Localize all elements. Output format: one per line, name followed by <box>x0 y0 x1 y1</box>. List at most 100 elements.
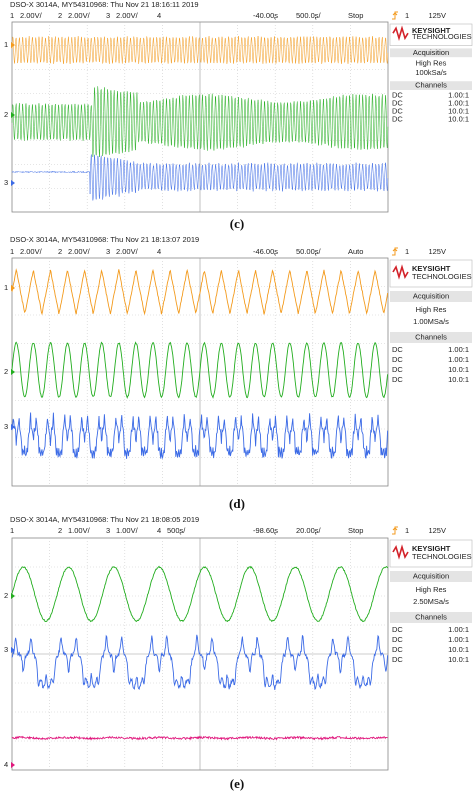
channel-marker: 1 <box>4 283 8 292</box>
channel-marker-arrow <box>11 285 15 291</box>
logo-wave <box>392 544 409 560</box>
brand: KEYSIGHT <box>412 264 451 273</box>
channel-number: 3 <box>106 11 110 20</box>
trigger-source: 1 <box>405 11 409 20</box>
trigger-edge <box>392 11 398 20</box>
acq-title: Acquisition <box>413 291 449 300</box>
brand-sub: TECHNOLOGIES <box>412 552 472 561</box>
acq-title: Acquisition <box>413 48 449 57</box>
channel-marker: 3 <box>4 178 8 187</box>
acq-mode: High Res <box>416 305 447 314</box>
section-bar <box>390 612 472 623</box>
channel-number: 1 <box>10 247 14 256</box>
trigger-level: 125V <box>428 11 446 20</box>
channel-marker: 4 <box>4 760 8 769</box>
acq-mode: High Res <box>416 59 447 68</box>
waveform <box>11 735 388 741</box>
waveform <box>11 35 389 65</box>
panel-label: (c) <box>230 216 244 231</box>
row-coupling: DC <box>392 345 403 354</box>
row-probe: 10.0:1 <box>448 107 469 116</box>
row-probe: 1.00:1 <box>448 91 469 100</box>
run-mode: Stop <box>348 526 363 535</box>
delay: -46.00ʂ <box>253 247 278 256</box>
trigger-edge <box>392 526 398 535</box>
trigger-source: 1 <box>405 247 409 256</box>
waveform <box>11 268 389 316</box>
row-coupling: DC <box>392 625 403 634</box>
row-coupling: DC <box>392 635 403 644</box>
sample-rate: 1.00MSa/s <box>413 317 449 326</box>
trigger-edge <box>392 247 398 256</box>
row-probe: 1.00:1 <box>448 355 469 364</box>
channel-scale: 2.00V/ <box>68 11 91 20</box>
channel-number: 3 <box>106 247 110 256</box>
logo-wave <box>392 25 409 41</box>
brand-sub: TECHNOLOGIES <box>412 272 472 281</box>
delay: -40.00ʂ <box>253 11 278 20</box>
channel-scale: 2.00V/ <box>20 247 43 256</box>
channel-number: 4 <box>157 11 161 20</box>
channel-number: 2 <box>58 247 62 256</box>
channel-number: 4 <box>157 247 161 256</box>
sidebar <box>389 259 473 343</box>
row-coupling: DC <box>392 115 403 124</box>
logo-wave <box>392 264 409 280</box>
channel-number: 3 <box>106 526 110 535</box>
waveform <box>11 154 389 201</box>
channel-scale: 2.00V/ <box>116 247 139 256</box>
scope-header: DSO-X 3014A, MY54310968: Thu Nov 21 18:1… <box>10 0 199 9</box>
channel-number: 1 <box>10 526 14 535</box>
row-probe: 10.0:1 <box>448 375 469 384</box>
timebase: 500.0ʂ/ <box>296 11 322 20</box>
row-coupling: DC <box>392 375 403 384</box>
waveform <box>11 412 389 460</box>
channel-number: 1 <box>10 11 14 20</box>
channel-marker-arrow <box>11 112 15 118</box>
channel-scale: 1.00V/ <box>68 526 91 535</box>
channel-marker-arrow <box>11 42 15 48</box>
channels-title: Channels <box>415 81 447 90</box>
brand-sub: TECHNOLOGIES <box>412 32 472 41</box>
section-bar <box>390 332 472 343</box>
run-mode: Stop <box>348 11 363 20</box>
panel-label: (d) <box>229 496 245 511</box>
row-coupling: DC <box>392 107 403 116</box>
channel-marker-arrow <box>11 424 15 430</box>
channel-scale: 500ʂ/ <box>167 526 186 535</box>
section-bar <box>390 48 472 58</box>
waveform <box>11 634 389 691</box>
channels-title: Channels <box>415 612 447 621</box>
section-bar <box>390 571 472 582</box>
channel-marker: 2 <box>4 367 8 376</box>
row-probe: 10.0:1 <box>448 655 469 664</box>
channel-number: 2 <box>58 11 62 20</box>
row-probe: 1.00:1 <box>448 345 469 354</box>
row-coupling: DC <box>392 365 403 374</box>
waveform <box>11 565 388 623</box>
timebase: 20.00ʂ/ <box>296 526 322 535</box>
channel-number: 4 <box>157 526 161 535</box>
acq-title: Acquisition <box>413 571 449 580</box>
row-coupling: DC <box>392 645 403 654</box>
row-coupling: DC <box>392 355 403 364</box>
trigger-level: 125V <box>428 526 446 535</box>
channel-marker-arrow <box>11 369 15 375</box>
scope-header: DSO-X 3014A, MY54310968: Thu Nov 21 18:0… <box>10 515 199 524</box>
channel-marker: 3 <box>4 645 8 654</box>
channel-marker-arrow <box>11 762 15 768</box>
run-mode: Auto <box>348 247 363 256</box>
channel-marker-arrow <box>11 647 15 653</box>
sample-rate: 100kSa/s <box>415 68 447 77</box>
row-probe: 1.00:1 <box>448 99 469 108</box>
row-probe: 1.00:1 <box>448 635 469 644</box>
row-probe: 1.00:1 <box>448 625 469 634</box>
row-coupling: DC <box>392 91 403 100</box>
sidebar <box>389 23 473 90</box>
channels-title: Channels <box>415 332 447 341</box>
waveform <box>11 341 389 400</box>
logo-box <box>389 23 473 46</box>
timebase: 50.00ʂ/ <box>296 247 322 256</box>
trigger-source: 1 <box>405 526 409 535</box>
